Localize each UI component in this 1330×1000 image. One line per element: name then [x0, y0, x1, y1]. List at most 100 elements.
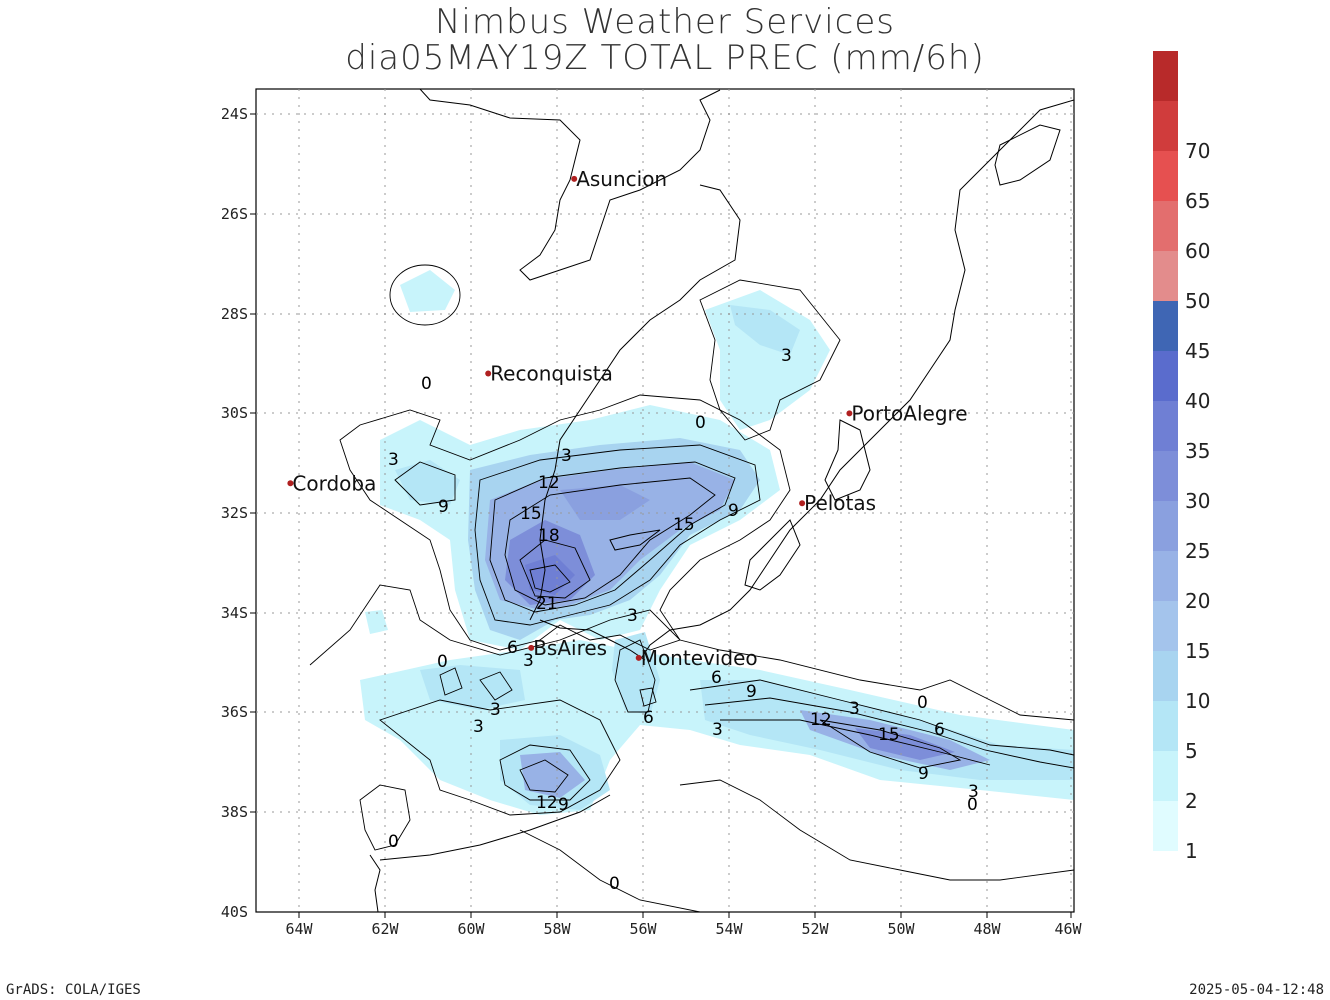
contour-label: 3 [473, 717, 484, 737]
lon-tick-label: 50W [887, 920, 915, 938]
colorbar-label: 45 [1185, 339, 1210, 363]
lat-tick-label: 38S [221, 803, 248, 821]
colorbar-label: 2 [1185, 789, 1198, 813]
colorbar-label: 15 [1185, 639, 1210, 663]
contour-label: 21 [536, 594, 558, 614]
colorbar-swatch [1153, 101, 1178, 151]
city-dot [571, 175, 578, 182]
contour-label: 15 [878, 725, 900, 745]
colorbar-label: 20 [1185, 589, 1210, 613]
contour-label: 9 [746, 682, 757, 702]
colorbar-label: 60 [1185, 239, 1210, 263]
contour-label: 18 [538, 526, 560, 546]
precip-area [612, 632, 660, 715]
contour-label: 9 [918, 764, 929, 784]
lat-tick-label: 34S [221, 604, 248, 622]
lon-tick-label: 52W [801, 920, 829, 938]
colorbar-label: 70 [1185, 139, 1210, 163]
contour-label: 0 [609, 874, 620, 894]
colorbar-label: 50 [1185, 289, 1210, 313]
city-label: Pelotas [804, 491, 876, 515]
contour-label: 9 [438, 497, 449, 517]
lat-tick-label: 28S [221, 305, 248, 323]
contour-label: 0 [967, 795, 978, 815]
lat-tick-label: 30S [221, 404, 248, 422]
contour-label: 0 [437, 652, 448, 672]
colorbar-swatch [1153, 701, 1178, 751]
contour-label: 3 [490, 700, 501, 720]
colorbar-swatch [1153, 551, 1178, 601]
lon-tick-label: 60W [457, 920, 485, 938]
precip-area [365, 610, 388, 634]
lat-tick-label: 40S [221, 903, 248, 921]
lon-tick-label: 54W [715, 920, 743, 938]
city-dot [528, 644, 535, 651]
contour-label: 12 [538, 473, 560, 493]
contour-label: 3 [712, 720, 723, 740]
precip-area [560, 485, 650, 520]
contour-label: 3 [523, 651, 534, 671]
contour-label: 12 [810, 710, 832, 730]
city-label: Asuncion [576, 167, 667, 191]
contour-label: 0 [917, 693, 928, 713]
contour-label: 0 [695, 413, 706, 433]
colorbar-label: 25 [1185, 539, 1210, 563]
lon-tick-label: 46W [1054, 920, 1082, 938]
colorbar-label: 35 [1185, 439, 1210, 463]
colorbar-label: 30 [1185, 489, 1210, 513]
city-dot [799, 500, 806, 507]
lat-ticks [250, 113, 256, 813]
contour-label: 3 [561, 446, 572, 466]
city-label: BsAires [533, 636, 607, 660]
colorbar-swatch [1153, 401, 1178, 451]
contour-label: 12 [536, 793, 558, 813]
colorbar-label: 65 [1185, 189, 1210, 213]
city-label: PortoAlegre [851, 401, 967, 425]
contour-label: 3 [627, 606, 638, 626]
colorbar-swatch [1153, 51, 1178, 101]
contour-label: 15 [520, 504, 542, 524]
colorbar-swatch [1153, 501, 1178, 551]
contour-label: 3 [968, 782, 979, 802]
city-dot [635, 654, 642, 661]
colorbar-swatch [1153, 301, 1178, 351]
contour-label: 9 [728, 501, 739, 521]
precip-area [525, 555, 575, 595]
city-dot [287, 480, 294, 487]
city-label: Reconquista [490, 361, 613, 385]
colorbar-swatch [1153, 201, 1178, 251]
colorbar-swatch [1153, 651, 1178, 701]
footer-credit: GrADS: COLA/IGES [6, 982, 141, 998]
city-dot [846, 410, 853, 417]
colorbar-swatch [1153, 801, 1178, 851]
map-title: Nimbus Weather Services [435, 2, 895, 42]
colorbar-label: 5 [1185, 739, 1198, 763]
colorbar-swatch [1153, 601, 1178, 651]
lat-tick-label: 36S [221, 703, 248, 721]
colorbar-label: 10 [1185, 689, 1210, 713]
precip-area [420, 665, 525, 710]
lat-tick-label: 26S [221, 205, 248, 223]
contour-lines [309, 264, 1074, 912]
lon-tick-label: 48W [973, 920, 1001, 938]
lon-tick-label: 58W [543, 920, 571, 938]
colorbar-label: 40 [1185, 389, 1210, 413]
contour-label: 3 [781, 346, 792, 366]
lat-axis: 24S 26S 28S 30S 32S 34S 36S 38S 40S [221, 105, 248, 921]
city-label: Montevideo [641, 646, 758, 670]
lon-tick-label: 64W [285, 920, 313, 938]
colorbar-swatch [1153, 451, 1178, 501]
graticule [256, 89, 1074, 912]
contour-label: 6 [934, 720, 945, 740]
contour-label: 3 [849, 699, 860, 719]
colorbar [1153, 51, 1178, 851]
contour-label: 0 [421, 374, 432, 394]
map-subtitle: dia05MAY19Z TOTAL PREC (mm/6h) [345, 38, 985, 78]
lon-tick-label: 62W [371, 920, 399, 938]
contour-labels: 0 3 3 12 9 15 18 21 0 3 9 15 6 3 3 0 3 3… [388, 346, 979, 894]
colorbar-swatch [1153, 151, 1178, 201]
contour-label: 3 [388, 450, 399, 470]
precip-area [730, 305, 800, 355]
lon-tick-label: 56W [629, 920, 657, 938]
